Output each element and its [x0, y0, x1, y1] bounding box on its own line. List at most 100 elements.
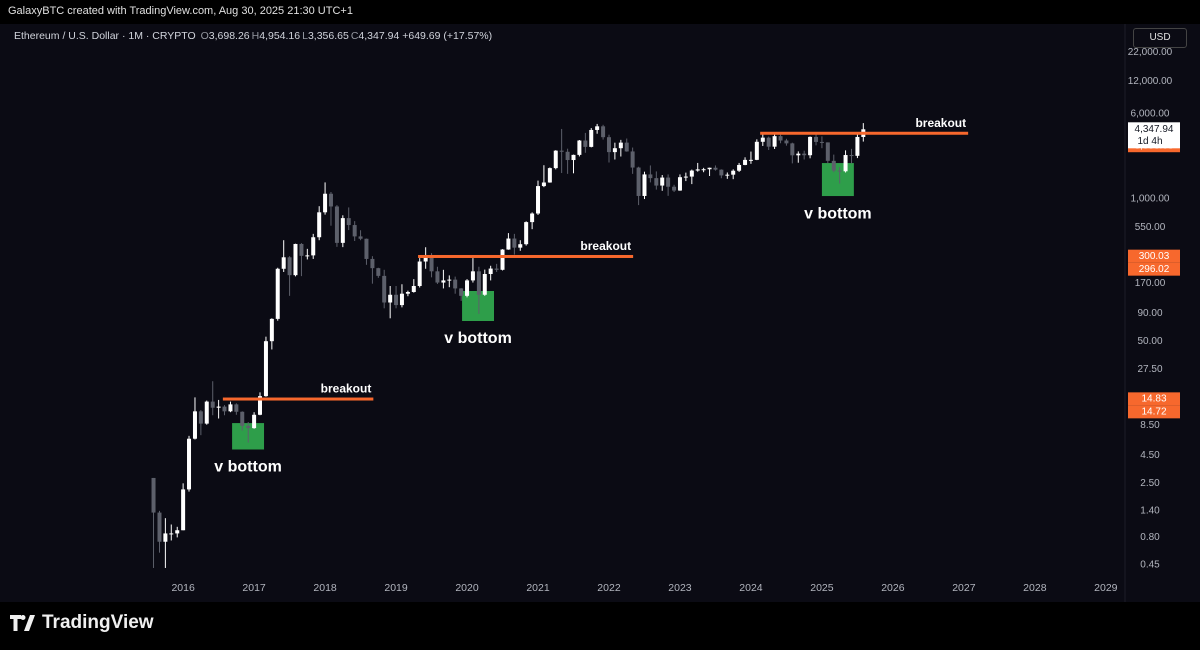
candle-body [808, 136, 813, 156]
candle-body [855, 136, 860, 156]
candle-body [435, 271, 440, 283]
candle-body [760, 137, 765, 142]
candle-body [571, 154, 576, 161]
change: +649.69 (+17.57%) [402, 30, 493, 42]
candle-body [630, 151, 635, 168]
ohlc-key: L [302, 30, 308, 42]
candle-body [790, 143, 795, 156]
credit-bar: GalaxyBTC created with TradingView.com, … [0, 0, 1200, 22]
candle-body [648, 174, 653, 179]
candle-body [766, 137, 771, 147]
price-label-bg [1128, 249, 1180, 263]
last-price-label: 4,347.94 [1135, 124, 1174, 135]
candle-body [198, 411, 203, 424]
candle-body [334, 206, 339, 243]
x-tick-label: 2026 [881, 582, 905, 594]
candle-body [370, 258, 375, 269]
breakout-label: breakout [321, 382, 372, 396]
candle-body [399, 293, 404, 306]
candle-body [772, 136, 777, 147]
candle-body [612, 148, 617, 153]
candle-body [376, 268, 381, 276]
logo-icon [10, 615, 35, 631]
price-label: 14.72 [1141, 406, 1166, 417]
zone-label: v bottom [444, 330, 512, 347]
candle-body [814, 136, 819, 142]
candle-body [240, 411, 245, 426]
candle-body [565, 151, 570, 161]
candle-body [299, 243, 304, 256]
countdown-label: 1d 4h [1137, 136, 1162, 147]
y-tick-label: 2.50 [1140, 478, 1160, 489]
candle-body [293, 243, 298, 276]
candle-body [748, 159, 753, 161]
candle-body [181, 489, 186, 531]
candle-body [778, 136, 783, 141]
x-tick-label: 2018 [313, 582, 337, 594]
candle-body [340, 218, 345, 243]
price-label: 14.83 [1141, 393, 1166, 404]
candle-body [536, 186, 541, 214]
x-tick-label: 2021 [526, 582, 550, 594]
candle-body [281, 257, 286, 269]
candle-body [731, 170, 736, 175]
candle-body [192, 411, 197, 439]
candle-body [358, 236, 363, 239]
candle-body [429, 257, 434, 272]
candle-body [654, 178, 659, 186]
ohlc-value: 4,954.16 [259, 30, 301, 42]
ohlc-key: O [200, 30, 209, 42]
candle-body [683, 176, 688, 178]
candle-body [346, 218, 351, 226]
candle-body [210, 401, 215, 408]
candle-body [589, 129, 594, 147]
y-tick-label: 8.50 [1140, 420, 1160, 431]
candle-body [157, 512, 162, 542]
y-tick-label: 550.00 [1135, 222, 1166, 233]
ohlc-key: C [350, 30, 359, 42]
candle-body [494, 268, 499, 270]
x-tick-label: 2028 [1023, 582, 1047, 594]
candle-body [394, 294, 399, 306]
candle-body [476, 271, 481, 295]
y-tick-label: 6,000.00 [1131, 109, 1170, 120]
logo-text: TradingView [42, 612, 154, 633]
price-label-bg [1128, 392, 1180, 406]
last-price-bg [1128, 122, 1180, 149]
candle-body [624, 142, 629, 152]
candle-body [677, 177, 682, 191]
ohlc-value: 3,356.65 [307, 30, 349, 42]
candle-body [169, 533, 174, 535]
candle-body [275, 268, 280, 319]
breakout-line [222, 397, 374, 401]
candle-body [606, 137, 611, 153]
chart-panel [0, 24, 1200, 602]
ohlc-value: 4,347.94 [358, 30, 400, 42]
y-tick-label: 0.80 [1140, 532, 1160, 543]
breakout-label: breakout [915, 116, 966, 130]
candle-body [849, 155, 854, 157]
currency-button[interactable]: USD [1133, 28, 1187, 48]
x-tick-label: 2029 [1094, 582, 1118, 594]
ohlc-value: 3,698.26 [208, 30, 250, 42]
price-label-bg [1128, 405, 1180, 419]
candle-body [618, 142, 623, 149]
candle-body [583, 140, 588, 147]
x-tick-label: 2024 [739, 582, 763, 594]
y-tick-label: 4.50 [1140, 450, 1160, 461]
candle-body [382, 275, 387, 303]
candle-body [287, 257, 292, 276]
candle-body [825, 142, 830, 161]
zone-label: v bottom [804, 205, 872, 222]
candle-body [719, 169, 724, 176]
candle-body [518, 244, 523, 248]
candle-body [411, 285, 416, 292]
candle-body [672, 186, 677, 191]
ohlc: O3,698.26 H4,954.16 L3,356.65 C4,347.94 [199, 30, 400, 42]
y-tick-label: 90.00 [1137, 308, 1162, 319]
candle-body [713, 167, 718, 170]
y-tick-label: 22,000.00 [1128, 47, 1173, 58]
candle-body [323, 193, 328, 213]
y-tick-label: 1,000.00 [1131, 194, 1170, 205]
